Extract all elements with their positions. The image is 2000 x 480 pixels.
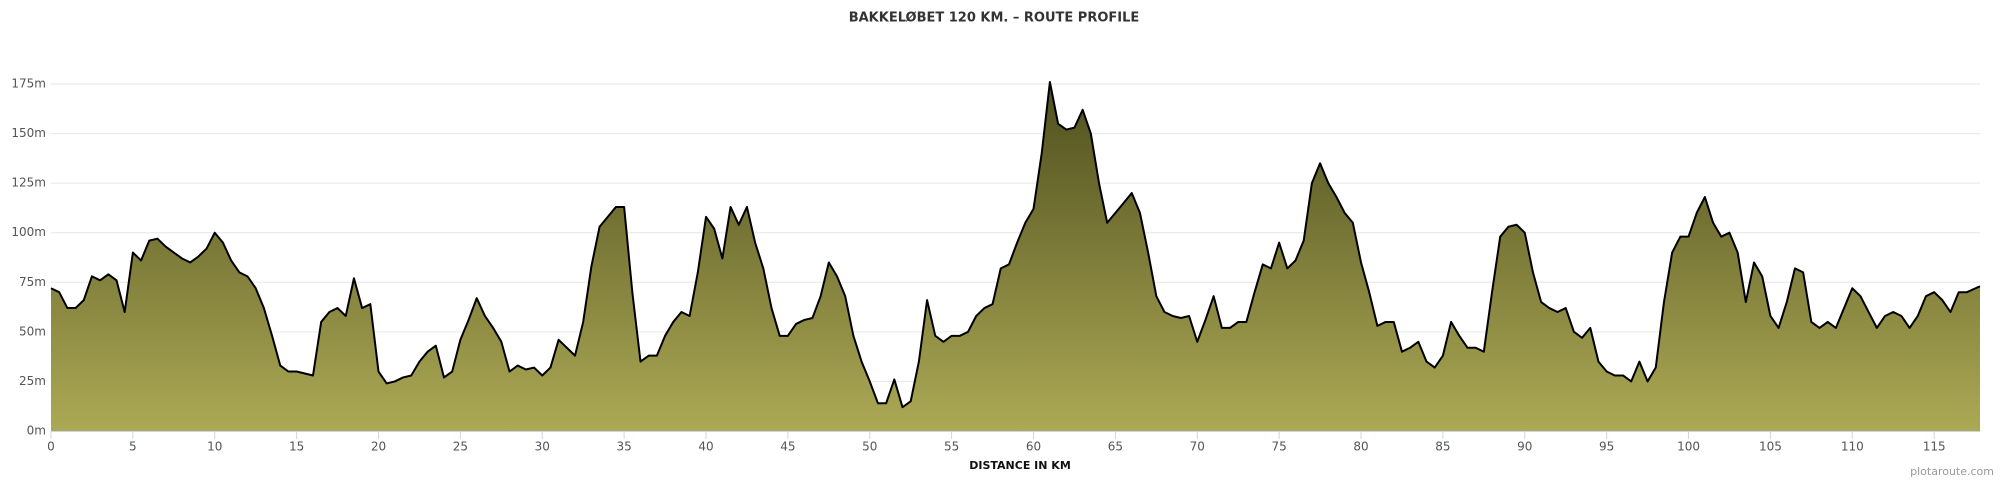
y-tick-label: 150m [11,126,46,140]
y-tick-label: 75m [19,275,46,289]
y-tick-label: 0m [27,424,46,438]
elevation-line [50,81,1981,409]
x-tick-label: 45 [780,440,795,454]
x-tick-label: 110 [1841,440,1864,454]
x-tick-label: 30 [535,440,550,454]
x-tick-label: 115 [1923,440,1946,454]
x-tick-label: 20 [371,440,386,454]
x-tick-label: 85 [1435,440,1450,454]
x-tick-label: 0 [47,440,55,454]
x-tick-label: 80 [1353,440,1368,454]
y-tick-label: 25m [19,374,46,388]
x-tick-label: 50 [862,440,877,454]
x-tick-label: 65 [1108,440,1123,454]
x-tick-label: 25 [453,440,468,454]
y-tick-label: 175m [11,77,46,91]
area-fill [51,82,1980,432]
x-tick-label: 5 [129,440,137,454]
y-tick-label: 50m [19,324,46,338]
x-tick-label: 15 [289,440,304,454]
x-tick-label: 90 [1517,440,1532,454]
x-tick-label: 95 [1599,440,1614,454]
x-tick-label: 75 [1272,440,1287,454]
x-tick-label: 55 [944,440,959,454]
x-tick-label: 60 [1026,440,1041,454]
x-tick-label: 40 [698,440,713,454]
chart-title: BAKKELØBET 120 KM. – ROUTE PROFILE [849,11,1140,26]
x-tick-label: 105 [1759,440,1782,454]
credit: plotaroute.com [1910,465,1994,478]
y-tick-label: 100m [11,225,46,239]
x-tick-label: 100 [1677,440,1700,454]
y-tick-label: 125m [11,176,46,190]
x-tick-label: 70 [1190,440,1205,454]
x-tick-label: 10 [207,440,222,454]
x-axis-title: DISTANCE IN KM [969,459,1071,472]
x-tick-label: 35 [616,440,631,454]
